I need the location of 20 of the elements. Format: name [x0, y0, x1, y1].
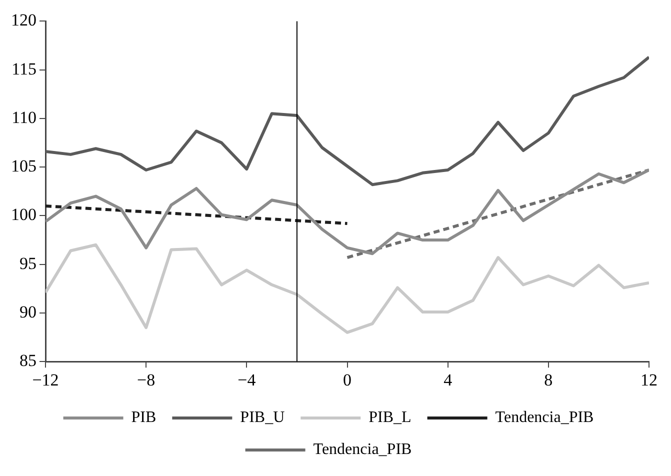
- y-tick-label: 120: [11, 10, 36, 30]
- x-tick-label: 12: [640, 370, 658, 390]
- legend-label: PIB_L: [368, 409, 412, 426]
- x-tick-label: 8: [544, 370, 553, 390]
- y-tick-label: 110: [12, 108, 36, 127]
- x-tick-label: −12: [32, 370, 59, 390]
- legend-label: PIB_U: [240, 409, 286, 426]
- legend-label: Tendencia_PIB: [495, 409, 594, 426]
- y-tick-label: 85: [20, 351, 36, 370]
- x-tick-label: −8: [137, 370, 156, 390]
- x-tick-label: 4: [444, 370, 453, 390]
- x-tick-label: −4: [238, 370, 256, 390]
- y-tick-label: 95: [20, 254, 36, 273]
- y-tick-label: 115: [12, 59, 36, 78]
- legend-label: PIB: [131, 409, 156, 426]
- legend-label: Tendencia_PIB: [313, 441, 412, 458]
- y-tick-label: 90: [20, 302, 36, 322]
- y-tick-label: 100: [11, 205, 36, 224]
- x-tick-label: 0: [343, 370, 352, 390]
- y-tick-label: 105: [11, 156, 36, 176]
